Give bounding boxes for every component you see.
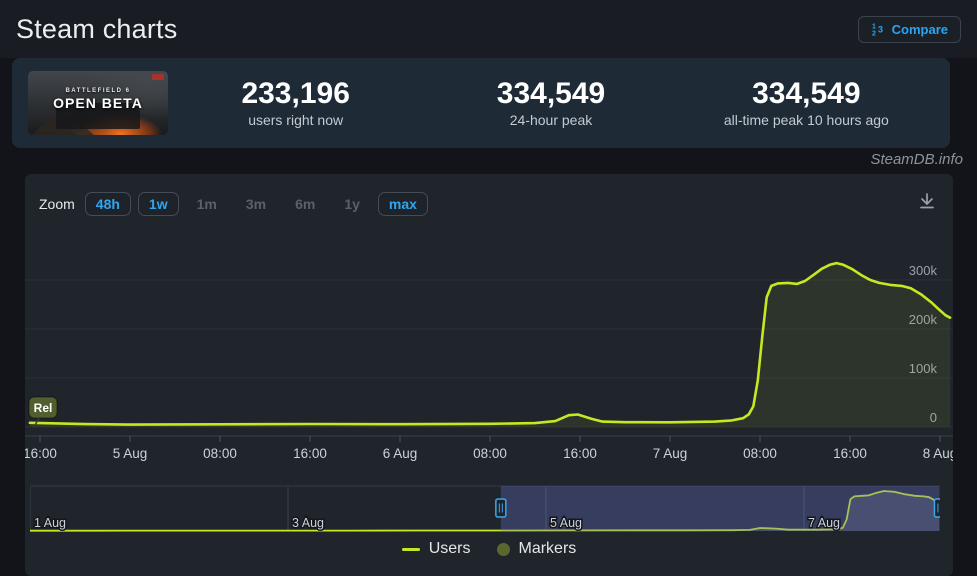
legend-label: Markers: [518, 540, 577, 557]
stat-value: 334,549: [496, 76, 606, 110]
game-capsule-image[interactable]: BATTLEFIELD 6 OPEN BETA: [28, 71, 168, 135]
page-header: Steam charts 1 2 3 Compare: [0, 0, 977, 58]
x-axis-label: 7 Aug: [653, 446, 688, 461]
navigator-selected-range[interactable]: [500, 486, 940, 531]
stat-block-1: 334,549 24-hour peak: [423, 78, 678, 129]
zoom-range-button-3m: 3m: [235, 192, 277, 216]
navigator-series-area: [30, 491, 940, 531]
y-axis-label: 200k: [909, 312, 938, 327]
stat-label: users right now: [248, 112, 344, 129]
legend-label: Users: [428, 540, 471, 557]
users-series-line: [28, 261, 952, 426]
steamdb-watermark: SteamDB.info: [870, 151, 963, 168]
page-title: Steam charts: [16, 13, 178, 44]
navigator-date-label: 1 Aug: [34, 516, 66, 530]
download-icon: [920, 193, 934, 209]
zoom-range-button-1y: 1y: [333, 192, 371, 216]
navigator-series-line: [30, 490, 940, 532]
stat-block-2: 334,549 all-time peak 10 hours ago: [679, 78, 934, 129]
stats-bar: BATTLEFIELD 6 OPEN BETA 233,196 users rig…: [12, 58, 950, 148]
x-axis-label: 8 Aug: [923, 446, 953, 461]
navigator-date-label: 7 Aug: [808, 516, 840, 530]
x-axis-label: 08:00: [473, 446, 507, 461]
zoom-range-button-48h[interactable]: 48h: [84, 191, 131, 216]
x-axis-label: 5 Aug: [113, 446, 148, 461]
chart-navigator[interactable]: 1 Aug 3 Aug 5 Aug 7 Aug: [29, 485, 946, 538]
chart-toolbar: Zoom 48h 1w 1m 3m 6m 1y max: [25, 174, 953, 218]
legend-swatch-circle: [496, 542, 510, 556]
zoom-label: Zoom: [39, 195, 75, 212]
y-axis-label: 100k: [909, 361, 938, 376]
stat-value: 334,549: [752, 76, 861, 110]
y-axis-label: 300k: [909, 263, 938, 278]
navigator-date-label: 3 Aug: [292, 516, 324, 530]
compare-button[interactable]: 1 2 3 Compare: [857, 15, 961, 43]
svg-text:3: 3: [878, 25, 883, 35]
navigator-handle-right[interactable]: [933, 498, 946, 518]
release-marker-label: Rel: [34, 401, 53, 415]
x-axis-label: 08:00: [203, 446, 237, 461]
svg-text:2: 2: [872, 31, 876, 37]
zoom-range-buttons: 48h 1w 1m 3m 6m 1y max: [84, 191, 435, 216]
capsule-logo-mark: [152, 74, 164, 80]
legend-item-markers[interactable]: Markers: [496, 540, 577, 558]
compare-numbers-icon: 1 2 3: [872, 24, 883, 37]
zoom-range-button-1w[interactable]: 1w: [137, 191, 179, 216]
x-axis-label: 16:00: [25, 446, 57, 461]
legend-item-users[interactable]: Users: [401, 540, 471, 558]
compare-button-label: Compare: [891, 21, 948, 37]
stats-blocks: 233,196 users right now 334,549 24-hour pea…: [168, 78, 934, 129]
navigator-handle-left[interactable]: [495, 498, 507, 518]
stat-block-0: 233,196 users right now: [168, 78, 423, 129]
zoom-range-button-1m: 1m: [186, 192, 228, 216]
legend-swatch-line: [401, 547, 420, 551]
x-axis-label: 16:00: [833, 446, 867, 461]
capsule-open-beta-text: OPEN BETA: [53, 95, 143, 111]
x-axis-label: 16:00: [563, 446, 597, 461]
stat-label: 24-hour peak: [509, 112, 593, 129]
stat-value: 233,196: [241, 76, 350, 110]
chart-plot-area[interactable]: 0 100k 200k 300k 16:00 5 Aug 08:00 16:00 6 Aug 08…: [25, 229, 953, 474]
y-axis-label: 0: [930, 410, 937, 425]
navigator-date-label: 5 Aug: [550, 516, 582, 530]
stat-label: all-time peak 10 hours ago: [723, 112, 889, 129]
capsule-game-name: BATTLEFIELD 6: [65, 88, 131, 94]
release-marker-flag[interactable]: Rel: [28, 396, 58, 428]
svg-text:1: 1: [872, 24, 876, 31]
zoom-range-button-max[interactable]: max: [377, 191, 428, 216]
capsule-vehicle-silhouette: [56, 103, 140, 129]
download-chart-button[interactable]: [915, 189, 939, 218]
zoom-range-button-6m: 6m: [284, 192, 326, 216]
chart-legend: Users Markers: [25, 540, 953, 558]
x-axis-label: 16:00: [293, 446, 327, 461]
x-axis-label: 6 Aug: [383, 446, 418, 461]
users-series-area: [29, 263, 951, 427]
x-axis-label: 08:00: [743, 446, 777, 461]
